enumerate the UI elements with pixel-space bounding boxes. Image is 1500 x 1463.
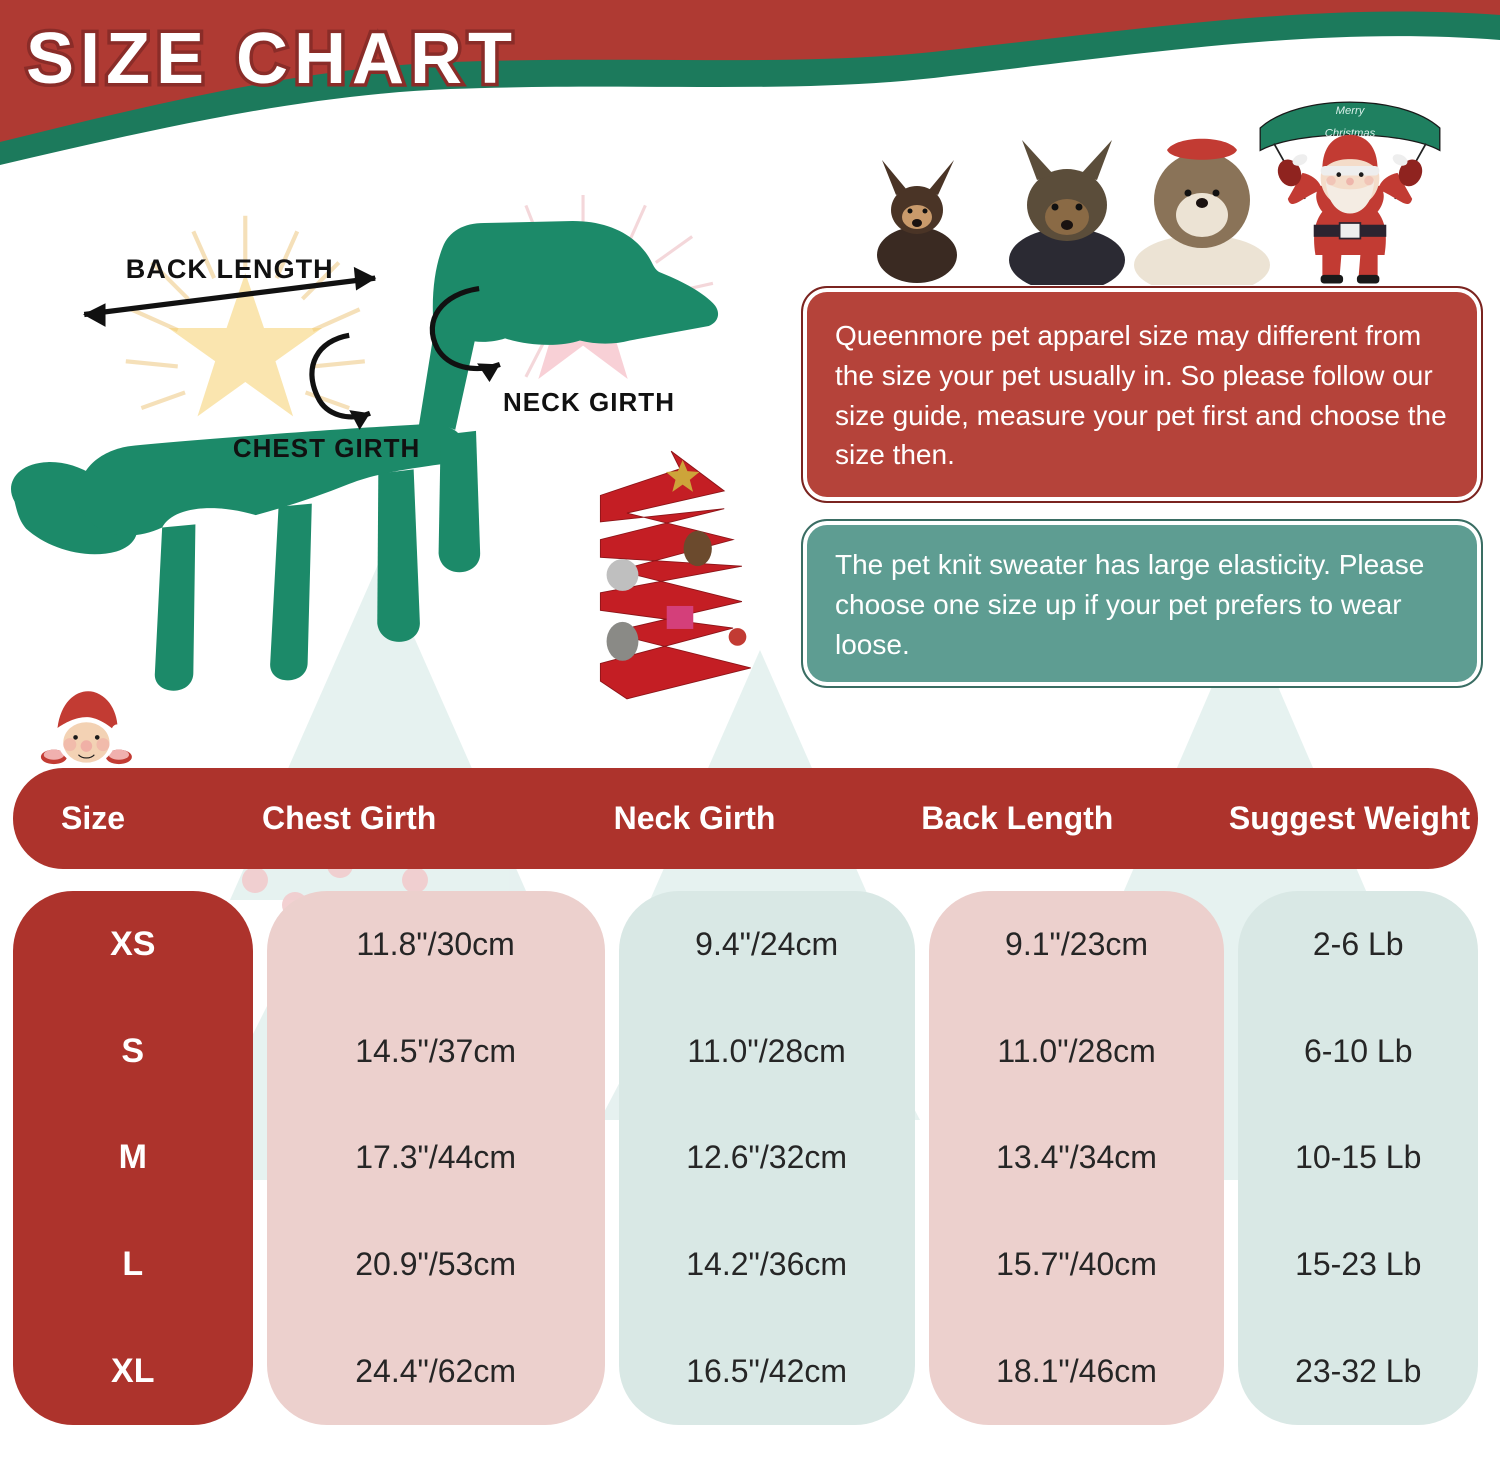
svg-text:CHEST GIRTH: CHEST GIRTH [233,433,420,463]
svg-text:Merry: Merry [1336,105,1366,117]
svg-text:BACK LENGTH: BACK LENGTH [126,254,334,284]
svg-text:NECK GIRTH: NECK GIRTH [503,387,675,417]
